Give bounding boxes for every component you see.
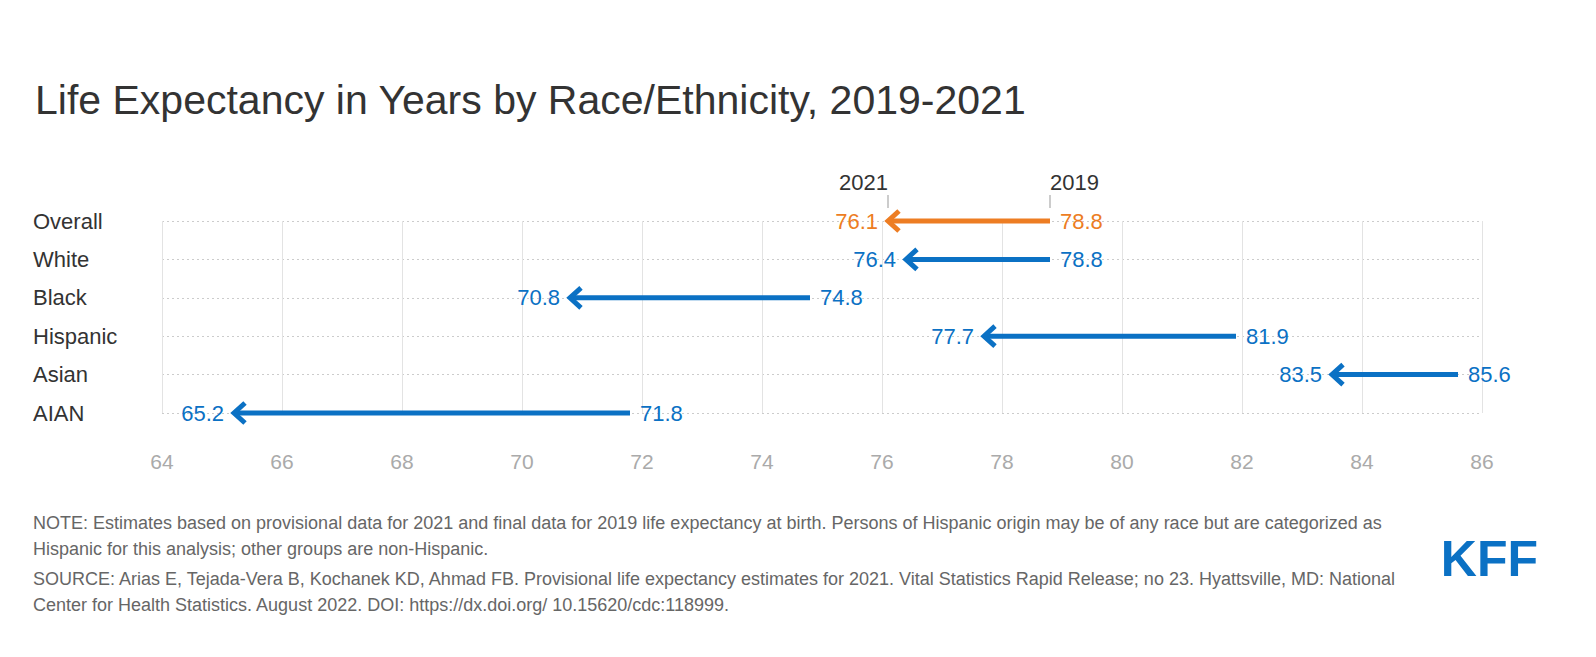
- svg-text:76: 76: [870, 450, 893, 473]
- svg-text:Asian: Asian: [33, 362, 88, 387]
- svg-text:65.2: 65.2: [181, 401, 224, 426]
- svg-text:NOTE: Estimates based on provi: NOTE: Estimates based on provisional dat…: [33, 513, 1387, 533]
- svg-text:76.4: 76.4: [853, 247, 896, 272]
- svg-text:Black: Black: [33, 285, 88, 310]
- svg-text:83.5: 83.5: [1279, 362, 1322, 387]
- svg-text:SOURCE: Arias E, Tejada-Vera B: SOURCE: Arias E, Tejada-Vera B, Kochanek…: [33, 569, 1400, 589]
- svg-text:68: 68: [390, 450, 413, 473]
- svg-text:71.8: 71.8: [640, 401, 683, 426]
- svg-text:2019: 2019: [1050, 170, 1099, 195]
- svg-text:KFF: KFF: [1441, 531, 1538, 587]
- svg-text:76.1: 76.1: [835, 209, 878, 234]
- svg-text:Life Expectancy in Years by Ra: Life Expectancy in Years by Race/Ethnici…: [35, 77, 1026, 123]
- svg-text:Center for Health Statistics.: Center for Health Statistics. August 202…: [33, 595, 729, 615]
- svg-text:74: 74: [750, 450, 774, 473]
- svg-text:AIAN: AIAN: [33, 401, 84, 426]
- svg-text:80: 80: [1110, 450, 1133, 473]
- svg-text:70.8: 70.8: [517, 285, 560, 310]
- svg-text:Hispanic for this analysis; ot: Hispanic for this analysis; other groups…: [33, 539, 488, 559]
- svg-text:66: 66: [270, 450, 293, 473]
- svg-text:70: 70: [510, 450, 533, 473]
- svg-text:Overall: Overall: [33, 209, 103, 234]
- svg-text:82: 82: [1230, 450, 1253, 473]
- svg-text:86: 86: [1470, 450, 1493, 473]
- svg-text:78.8: 78.8: [1060, 209, 1103, 234]
- svg-text:84: 84: [1350, 450, 1374, 473]
- svg-text:2021: 2021: [839, 170, 888, 195]
- svg-text:78: 78: [990, 450, 1013, 473]
- svg-text:85.6: 85.6: [1468, 362, 1511, 387]
- svg-text:77.7: 77.7: [931, 324, 974, 349]
- svg-text:78.8: 78.8: [1060, 247, 1103, 272]
- svg-text:64: 64: [150, 450, 174, 473]
- svg-text:81.9: 81.9: [1246, 324, 1289, 349]
- svg-text:74.8: 74.8: [820, 285, 863, 310]
- svg-text:White: White: [33, 247, 89, 272]
- svg-text:Hispanic: Hispanic: [33, 324, 117, 349]
- svg-text:72: 72: [630, 450, 653, 473]
